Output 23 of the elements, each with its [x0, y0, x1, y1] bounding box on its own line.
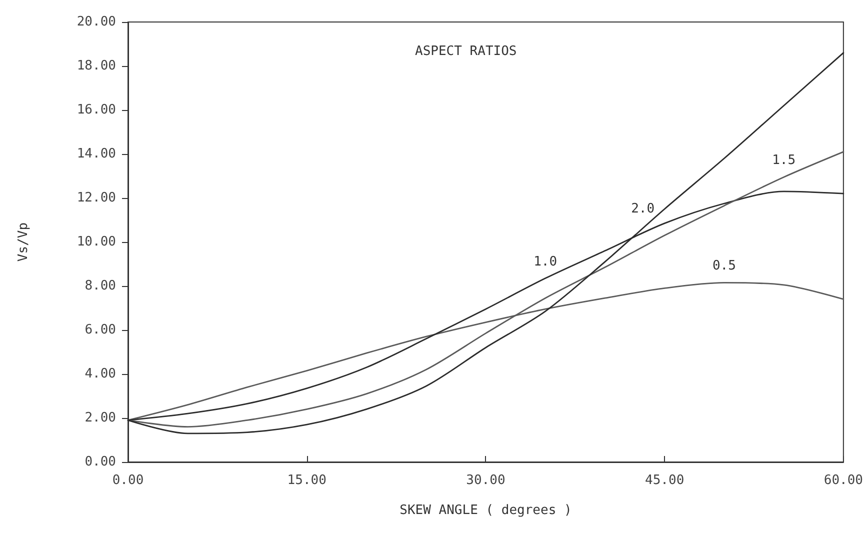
y-tick-label: 8.00	[84, 278, 116, 294]
x-axis-title: SKEW ANGLE ( degrees )	[400, 503, 572, 518]
y-tick-label: 6.00	[84, 322, 116, 338]
x-tick-label: 45.00	[645, 473, 684, 488]
series-label: 1.0	[534, 254, 558, 270]
x-tick-label: 60.00	[824, 473, 864, 488]
x-tick-label: 0.00	[112, 473, 144, 488]
y-tick-label: 10.00	[76, 234, 116, 250]
y-tick-label: 18.00	[76, 58, 116, 74]
x-tick-label: 15.00	[287, 473, 326, 488]
y-tick-label: 4.00	[84, 366, 116, 382]
y-tick-label: 12.00	[76, 190, 116, 206]
x-tick-label: 30.00	[466, 473, 506, 488]
y-tick-label: 0.00	[84, 454, 116, 470]
y-tick-label: 20.00	[76, 14, 116, 30]
y-tick-label: 14.00	[76, 146, 116, 162]
y-axis-title: Vs/Vp	[16, 222, 31, 262]
y-tick-label: 16.00	[76, 102, 116, 118]
text: ASPECT RATIOS	[415, 44, 517, 59]
series-label: 0.5	[712, 258, 736, 274]
y-tick-label: 2.00	[84, 410, 116, 426]
series-label: 2.0	[631, 202, 655, 216]
series-label: 1.5	[772, 153, 796, 168]
